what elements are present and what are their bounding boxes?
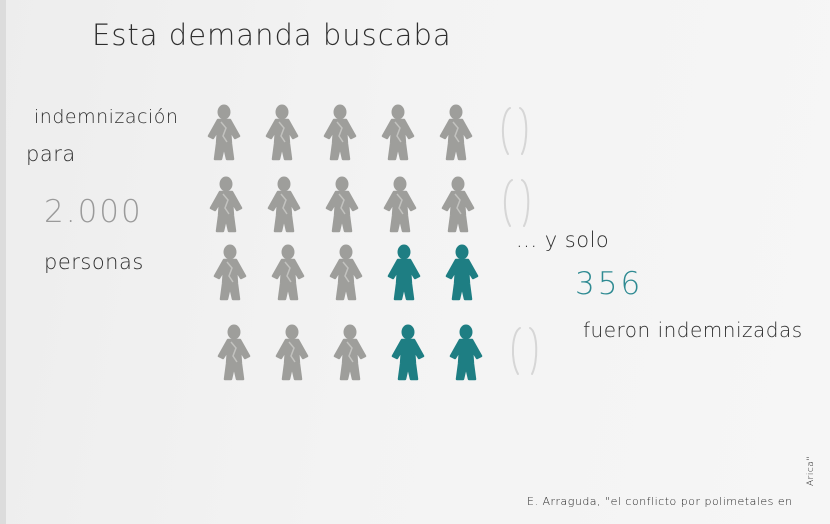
- source-citation: E. Arraguda, "el conflicto por polimetal…: [527, 495, 793, 508]
- person-teal-icon: [449, 324, 483, 381]
- label-fueron-indemnizadas: fueron indemnizadas: [583, 318, 803, 342]
- label-indemnizacion: indemnización: [34, 106, 179, 128]
- person-gray-icon: [267, 176, 301, 233]
- number-356: 356: [575, 266, 644, 302]
- label-y-solo: ... y solo: [516, 228, 610, 252]
- person-outline-icon: [504, 179, 530, 227]
- page-title: Esta demanda buscaba: [92, 18, 452, 52]
- person-gray-icon: [381, 104, 415, 161]
- label-para: para: [26, 142, 76, 166]
- person-gray-icon: [383, 176, 417, 233]
- person-gray-icon: [217, 324, 251, 381]
- person-teal-icon: [445, 244, 479, 301]
- person-gray-icon: [325, 176, 359, 233]
- person-gray-icon: [207, 104, 241, 161]
- person-teal-icon: [387, 244, 421, 301]
- source-citation-tail: Arica": [806, 456, 816, 486]
- person-gray-icon: [323, 104, 357, 161]
- label-personas: personas: [44, 250, 144, 274]
- person-outline-icon: [502, 107, 528, 155]
- person-outline-icon: [512, 327, 538, 375]
- person-gray-icon: [439, 104, 473, 161]
- person-gray-icon: [265, 104, 299, 161]
- number-2000: 2.000: [44, 194, 143, 230]
- person-gray-icon: [333, 324, 367, 381]
- person-gray-icon: [441, 176, 475, 233]
- person-gray-icon: [275, 324, 309, 381]
- person-gray-icon: [271, 244, 305, 301]
- person-gray-icon: [329, 244, 363, 301]
- person-gray-icon: [213, 244, 247, 301]
- person-teal-icon: [391, 324, 425, 381]
- person-gray-icon: [209, 176, 243, 233]
